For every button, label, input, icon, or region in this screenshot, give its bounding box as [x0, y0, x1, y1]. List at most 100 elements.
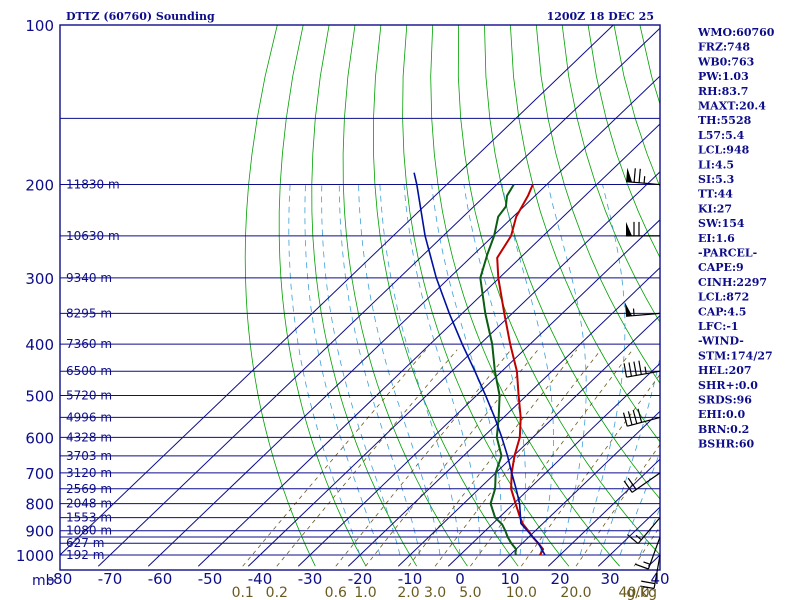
pressure-unit-label: mb [32, 573, 55, 589]
wind-barb-feather [627, 411, 633, 426]
index-line: SRDS:96 [698, 394, 752, 407]
mixing-ratio-tick-label: 40.0 [619, 585, 650, 600]
wind-barb-staff [626, 370, 661, 378]
temperature-tick-label: -40 [248, 570, 273, 588]
temperature-tick-label: -80 [48, 570, 73, 588]
chart-time: 1200Z 18 DEC 25 [547, 10, 654, 23]
index-line: BRN:0.2 [698, 423, 749, 436]
dry-adiabat-line [311, 25, 418, 567]
mixing-unit-label: g/kg [626, 585, 657, 600]
wind-barb-feather [638, 168, 641, 183]
mixing-ratio-tick-label: 20.0 [560, 585, 591, 600]
index-line: KI:27 [698, 202, 732, 215]
wind-barb-half-feather [643, 176, 646, 184]
wind-barb-feather [623, 480, 633, 493]
wind-barb-feather [641, 580, 656, 585]
isotherm-lines [60, 25, 660, 567]
profile-line-dewpoint [479, 183, 518, 556]
wind-barb [627, 517, 661, 545]
height-label: 4328 m [66, 430, 112, 444]
temperature-axis-labels: -80 -70 -60 -50 -40 -30 -20 -10 0 10 20 30 40 [48, 570, 670, 588]
wind-barb-feather [638, 360, 642, 375]
height-label: 4996 m [66, 410, 112, 424]
index-line: EI:1.6 [698, 232, 735, 245]
pressure-tick-label: 200 [25, 177, 54, 195]
isotherm-line [347, 266, 660, 567]
wind-barb [634, 536, 661, 570]
temperature-tick-label: -50 [198, 570, 223, 588]
height-label: 1553 m [66, 511, 112, 525]
mixing-ratio-lines [242, 349, 660, 567]
wind-barb [623, 360, 661, 378]
wind-barb [624, 302, 661, 317]
moist-adiabat-line [379, 184, 461, 556]
temperature-tick-label: -30 [298, 570, 323, 588]
index-line: MAXT:20.4 [698, 100, 766, 113]
index-line: PW:1.03 [698, 70, 749, 83]
index-line: L57:5.4 [698, 129, 745, 142]
index-line: CAPE:9 [698, 261, 744, 274]
isotherm-line [147, 75, 660, 567]
index-line: TT:44 [698, 188, 733, 201]
wind-barb [623, 472, 661, 493]
dry-adiabat-line [587, 25, 660, 259]
mixing-ratio-tick-label: 0.1 [232, 585, 254, 600]
pressure-tick-label: 500 [25, 388, 54, 406]
index-line: -WIND- [698, 335, 744, 348]
isotherm-line [547, 458, 660, 567]
wind-barb-staff [626, 181, 661, 186]
pressure-tick-label: 100 [25, 17, 54, 35]
dry-adiabat-line [373, 25, 519, 567]
wind-barb-feather [634, 563, 649, 570]
wind-barb-feather [628, 362, 632, 377]
temperature-tick-label: 0 [455, 570, 465, 588]
wind-barb-pennant [626, 221, 632, 236]
wind-barb-staff [631, 472, 661, 493]
wind-barb [640, 554, 661, 590]
wind-barb [626, 167, 661, 186]
height-label: 2569 m [66, 482, 112, 496]
wind-barb-feather [622, 412, 628, 427]
plot-frame [59, 24, 661, 571]
temperature-tick-label: 30 [600, 570, 619, 588]
wind-barb-pennant [624, 302, 633, 317]
wind-barb-half-feather [643, 561, 651, 565]
mixing-ratio-tick-label: 3.0 [424, 585, 446, 600]
temperature-tick-label: -60 [148, 570, 173, 588]
wind-barb-staff [627, 416, 661, 427]
height-label: 3703 m [66, 449, 112, 463]
index-line: LI:4.5 [698, 158, 734, 171]
index-line: RH:83.7 [698, 85, 748, 98]
wind-barb-staff [647, 536, 661, 570]
index-line: FRZ:748 [698, 41, 750, 54]
mixing-ratio-tick-label: 2.0 [397, 585, 419, 600]
dry-adiabat-line [402, 25, 570, 567]
index-line: CAP:4.5 [698, 305, 746, 318]
moist-adiabat-line [403, 184, 481, 555]
height-label: 7360 m [66, 337, 112, 351]
height-label: 2048 m [66, 497, 112, 511]
moist-adiabat-line [619, 450, 660, 556]
index-line: LCL:948 [698, 144, 750, 157]
wind-barb-feather [627, 534, 639, 545]
mixing-ratio-tick-label: 5.0 [459, 585, 481, 600]
height-label: 10630 m [66, 229, 120, 243]
height-label: 8295 m [66, 306, 112, 320]
temperature-tick-label: -10 [398, 570, 423, 588]
index-line: WB0:763 [697, 55, 754, 68]
pressure-axis-labels: 100 200 300 400 500 600 700 800 900 1000 [16, 17, 54, 565]
wind-barb-feather [640, 585, 655, 590]
index-line: SI:5.3 [698, 173, 734, 186]
pressure-tick-label: 400 [25, 336, 54, 354]
height-label: 192 m [66, 548, 104, 562]
mixing-ratio-line [365, 349, 539, 567]
index-line: LCL:872 [698, 291, 749, 304]
dry-adiabat-line [430, 25, 620, 567]
index-line: BSHR:60 [698, 438, 754, 451]
index-line: WMO:60760 [697, 26, 775, 39]
index-line: EHI:0.0 [698, 408, 745, 421]
mixing-ratio-line [434, 349, 602, 567]
mixing-ratio-line [408, 349, 578, 567]
moist-adiabat-line [431, 184, 502, 556]
